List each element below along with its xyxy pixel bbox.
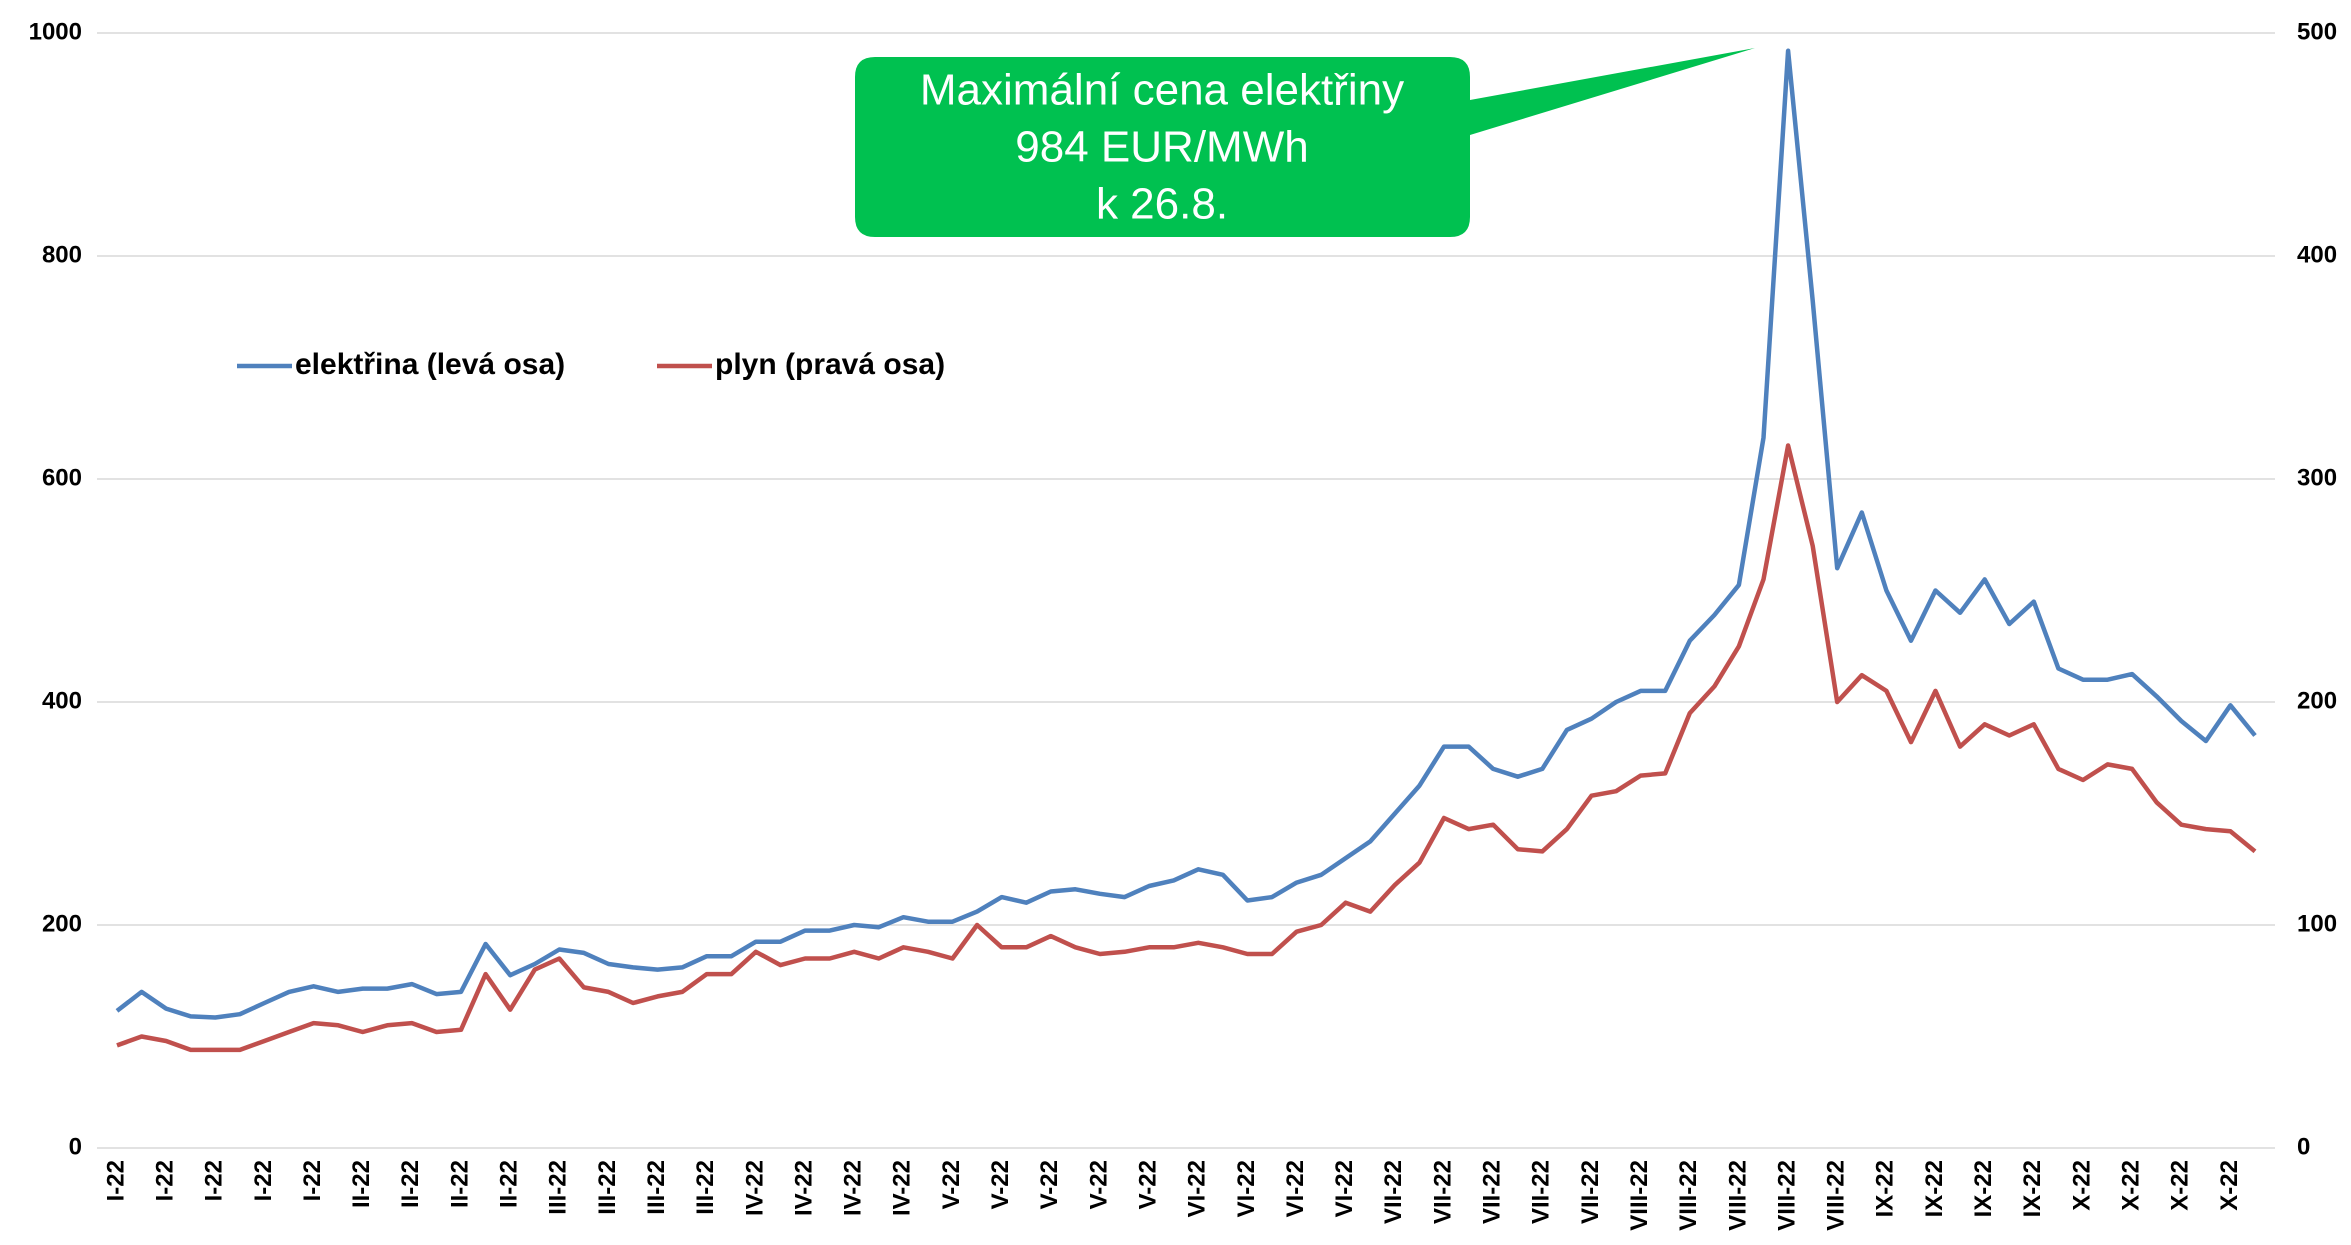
y2-tick-label: 0: [2297, 1133, 2310, 1160]
y-tick-label: 800: [42, 241, 82, 268]
x-tick-label: VII-22: [1429, 1160, 1456, 1224]
x-tick-label: IX-22: [1872, 1160, 1899, 1217]
x-tick-label: IX-22: [2019, 1160, 2046, 1217]
x-tick-label: VIII-22: [1626, 1160, 1653, 1231]
x-tick-label: IV-22: [790, 1160, 817, 1216]
x-tick-label: IX-22: [1921, 1160, 1948, 1217]
y-tick-label: 0: [69, 1133, 82, 1160]
x-tick-label: VIII-22: [1773, 1160, 1800, 1231]
x-tick-label: III-22: [643, 1160, 670, 1215]
x-tick-label: V-22: [987, 1160, 1014, 1209]
x-tick-label: I-22: [299, 1160, 326, 1201]
x-tick-label: II-22: [446, 1160, 473, 1208]
y-tick-label: 600: [42, 464, 82, 491]
x-tick-label: I-22: [201, 1160, 228, 1201]
x-tick-label: IV-22: [840, 1160, 867, 1216]
x-tick-label: X-22: [2068, 1160, 2095, 1211]
x-tick-label: I-22: [102, 1160, 129, 1201]
x-tick-label: V-22: [1085, 1160, 1112, 1209]
x-tick-label: X-22: [2167, 1160, 2194, 1211]
annotation-callout: [855, 48, 1755, 237]
x-tick-label: V-22: [1036, 1160, 1063, 1209]
x-tick-label: IX-22: [1970, 1160, 1997, 1217]
y2-tick-label: 200: [2297, 687, 2337, 714]
y-tick-label: 200: [42, 910, 82, 937]
x-tick-label: X-22: [2216, 1160, 2243, 1211]
y-tick-label: 1000: [29, 18, 82, 45]
x-tick-label: III-22: [692, 1160, 719, 1215]
x-tick-label: I-22: [250, 1160, 277, 1201]
y2-tick-label: 300: [2297, 464, 2337, 491]
annotation-text: Maximální cena elektřiny: [920, 66, 1404, 115]
x-tick-label: VI-22: [1331, 1160, 1358, 1217]
annotation-text: 984 EUR/MWh: [1015, 123, 1308, 172]
x-tick-label: II-22: [348, 1160, 375, 1208]
x-tick-label: V-22: [1134, 1160, 1161, 1209]
x-tick-label: VI-22: [1233, 1160, 1260, 1217]
x-tick-label: II-22: [397, 1160, 424, 1208]
x-tick-label: X-22: [2117, 1160, 2144, 1211]
annotation-text: k 26.8.: [1096, 180, 1228, 229]
y2-tick-label: 400: [2297, 241, 2337, 268]
x-tick-label: II-22: [496, 1160, 523, 1208]
x-tick-label: IV-22: [889, 1160, 916, 1216]
plot: 0 200 400 600 800 1000 0 100 200 300 400 500 I-22 I-2…: [29, 18, 2337, 1230]
legend-label: elektřina (levá osa): [295, 348, 565, 381]
x-tick-label: VIII-22: [1675, 1160, 1702, 1231]
y2-tick-label: 100: [2297, 910, 2337, 937]
x-tick-label: VII-22: [1380, 1160, 1407, 1224]
legend-label: plyn (pravá osa): [715, 348, 945, 381]
x-tick-label: VI-22: [1282, 1160, 1309, 1217]
x-tick-label: IV-22: [741, 1160, 768, 1216]
y2-tick-label: 500: [2297, 18, 2337, 45]
x-tick-label: VIII-22: [1823, 1160, 1850, 1231]
x-tick-label: III-22: [545, 1160, 572, 1215]
x-tick-label: VII-22: [1479, 1160, 1506, 1224]
line-series: [115, 48, 2257, 1020]
x-tick-label: I-22: [151, 1160, 178, 1201]
x-tick-label: VII-22: [1577, 1160, 1604, 1224]
x-tick-label: VI-22: [1184, 1160, 1211, 1217]
y-tick-label: 400: [42, 687, 82, 714]
line-series: [116, 443, 2257, 1053]
x-tick-label: V-22: [938, 1160, 965, 1209]
x-tick-label: VII-22: [1528, 1160, 1555, 1224]
x-tick-label: III-22: [594, 1160, 621, 1215]
x-tick-label: VIII-22: [1724, 1160, 1751, 1231]
